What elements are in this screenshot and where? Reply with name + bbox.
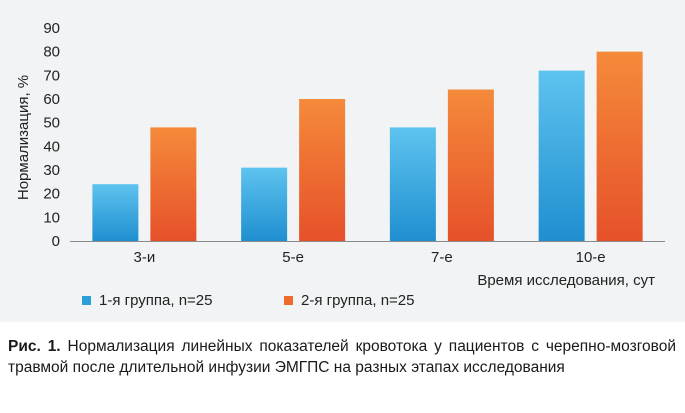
y-axis-ticks: 0 10 20 30 40 50 60 70 80 90 — [43, 20, 60, 250]
x-tick-label: 3-и — [134, 249, 156, 266]
legend: 1-я группа, n=25 2-я группа, n=25 — [82, 292, 414, 309]
bar-series-2-4 — [596, 51, 643, 241]
y-tick-label: 90 — [43, 20, 60, 37]
y-tick-label: 80 — [43, 44, 60, 61]
bar-series-2-1 — [150, 127, 197, 241]
figure-caption-text: Нормализация линейных показателей кровот… — [8, 338, 677, 376]
bar-series-2-3 — [447, 89, 494, 242]
x-tick-label: 5-е — [282, 249, 304, 266]
figure-caption: Рис. 1. Нормализация линейных показателе… — [8, 336, 676, 378]
y-tick-label: 70 — [43, 67, 60, 84]
x-tick-label: 7-е — [431, 249, 453, 266]
chart-panel: 0 10 20 30 40 50 60 70 80 90 3-и 5-е 7-е 10-е Нормал… — [0, 0, 685, 322]
y-tick-label: 50 — [43, 115, 60, 132]
y-tick-label: 10 — [43, 209, 60, 226]
y-tick-label: 30 — [43, 162, 60, 179]
x-axis-title: Время исследования, сут — [477, 272, 655, 289]
legend-label-1: 1-я группа, n=25 — [99, 292, 212, 309]
bar-series-1-3 — [389, 127, 436, 241]
y-tick-label: 60 — [43, 91, 60, 108]
bar-series-2-2 — [299, 99, 346, 241]
legend-swatch-1 — [82, 296, 91, 305]
legend-swatch-2 — [284, 296, 293, 305]
bar-chart: 0 10 20 30 40 50 60 70 80 90 3-и 5-е 7-е 10-е Нормал… — [15, 20, 665, 309]
legend-label-2: 2-я группа, n=25 — [301, 292, 414, 309]
y-tick-label: 40 — [43, 138, 60, 155]
x-axis-ticks: 3-и 5-е 7-е 10-е — [134, 249, 606, 266]
y-tick-label: 20 — [43, 186, 60, 203]
y-axis-title: Нормализация, % — [15, 75, 32, 200]
figure-caption-label: Рис. 1. — [8, 338, 61, 355]
x-tick-label: 10-е — [576, 249, 606, 266]
y-tick-label: 0 — [52, 233, 60, 250]
bar-series-1-1 — [92, 184, 139, 241]
bar-series-1-4 — [538, 70, 585, 241]
bars — [92, 51, 643, 242]
bar-series-1-2 — [241, 167, 288, 241]
